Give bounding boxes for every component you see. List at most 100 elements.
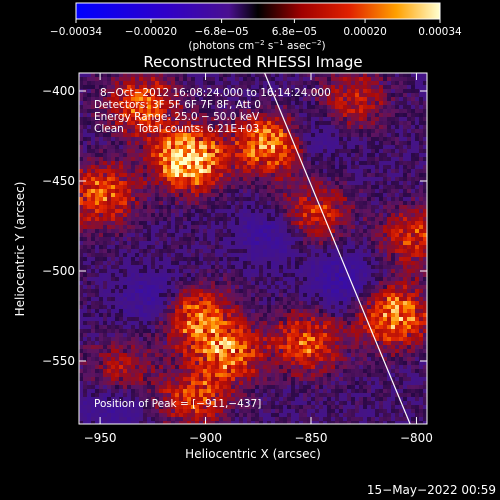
heatmap-pixel: [231, 189, 236, 194]
heatmap-pixel: [191, 297, 196, 302]
heatmap-pixel: [203, 293, 208, 298]
heatmap-pixel: [123, 393, 128, 398]
heatmap-pixel: [291, 241, 296, 246]
heatmap-pixel: [123, 281, 128, 286]
heatmap-pixel: [175, 357, 180, 362]
heatmap-pixel: [183, 285, 188, 290]
heatmap-pixel: [119, 81, 124, 86]
heatmap-pixel: [263, 157, 268, 162]
heatmap-pixel: [143, 249, 148, 254]
colorbar-tick-label: 0.00020: [343, 26, 386, 38]
heatmap-pixel: [99, 241, 104, 246]
heatmap-pixel: [183, 361, 188, 366]
heatmap-pixel: [115, 413, 120, 418]
heatmap-pixel: [295, 73, 300, 78]
heatmap-pixel: [151, 281, 156, 286]
heatmap-pixel: [139, 157, 144, 162]
heatmap-pixel: [99, 329, 104, 334]
heatmap-pixel: [183, 77, 188, 82]
heatmap-pixel: [159, 257, 164, 262]
heatmap-pixel: [127, 377, 132, 382]
heatmap-pixel: [227, 145, 232, 150]
heatmap-pixel: [299, 221, 304, 226]
heatmap-pixel: [283, 181, 288, 186]
heatmap-pixel: [267, 377, 272, 382]
heatmap-pixel: [203, 149, 208, 154]
heatmap-pixel: [95, 89, 100, 94]
heatmap-pixel: [187, 405, 192, 410]
heatmap-pixel: [235, 381, 240, 386]
heatmap-pixel: [239, 193, 244, 198]
heatmap-pixel: [107, 217, 112, 222]
heatmap-pixel: [183, 329, 188, 334]
heatmap-pixel: [99, 253, 104, 258]
heatmap-pixel: [271, 293, 276, 298]
heatmap-pixel: [159, 193, 164, 198]
heatmap-pixel: [111, 305, 116, 310]
heatmap-pixel: [167, 125, 172, 130]
heatmap-pixel: [179, 109, 184, 114]
heatmap-pixel: [135, 361, 140, 366]
heatmap-pixel: [191, 101, 196, 106]
heatmap-pixel: [175, 369, 180, 374]
heatmap-pixel: [215, 325, 220, 330]
heatmap-pixel: [183, 345, 188, 350]
heatmap-pixel: [191, 241, 196, 246]
heatmap-pixel: [271, 89, 276, 94]
heatmap-pixel: [123, 201, 128, 206]
heatmap-pixel: [167, 149, 172, 154]
heatmap-pixel: [115, 401, 120, 406]
heatmap-pixel: [235, 221, 240, 226]
heatmap-pixel: [79, 321, 84, 326]
heatmap-pixel: [195, 301, 200, 306]
heatmap-pixel: [239, 201, 244, 206]
heatmap-pixel: [203, 241, 208, 246]
heatmap-pixel: [123, 145, 128, 150]
heatmap-pixel: [271, 309, 276, 314]
heatmap-pixel: [231, 401, 236, 406]
heatmap-pixel: [187, 413, 192, 418]
heatmap-pixel: [203, 141, 208, 146]
heatmap-pixel: [147, 205, 152, 210]
heatmap-pixel: [219, 225, 224, 230]
heatmap-pixel: [211, 289, 216, 294]
heatmap-pixel: [167, 265, 172, 270]
heatmap-pixel: [239, 337, 244, 342]
heatmap-pixel: [235, 405, 240, 410]
heatmap-pixel: [275, 313, 280, 318]
heatmap-pixel: [271, 265, 276, 270]
heatmap-pixel: [147, 217, 152, 222]
heatmap-pixel: [171, 205, 176, 210]
heatmap-pixel: [127, 365, 132, 370]
heatmap-pixel: [191, 149, 196, 154]
heatmap-pixel: [211, 157, 216, 162]
heatmap-pixel: [271, 329, 276, 334]
heatmap-pixel: [107, 121, 112, 126]
heatmap-pixel: [179, 293, 184, 298]
heatmap-pixel: [95, 409, 100, 414]
heatmap-pixel: [155, 129, 160, 134]
heatmap-pixel: [179, 189, 184, 194]
heatmap-pixel: [183, 277, 188, 282]
heatmap-pixel: [271, 277, 276, 282]
heatmap-pixel: [283, 229, 288, 234]
heatmap-pixel: [127, 129, 132, 134]
heatmap-pixel: [147, 233, 152, 238]
heatmap-pixel: [287, 397, 292, 402]
heatmap-pixel: [103, 185, 108, 190]
heatmap-pixel: [87, 121, 92, 126]
heatmap-pixel: [163, 189, 168, 194]
heatmap-pixel: [103, 401, 108, 406]
heatmap-pixel: [127, 181, 132, 186]
heatmap-pixel: [223, 253, 228, 258]
heatmap-pixel: [79, 397, 84, 402]
heatmap-pixel: [87, 421, 92, 424]
heatmap-pixel: [179, 397, 184, 402]
heatmap-pixel: [227, 245, 232, 250]
heatmap-pixel: [227, 85, 232, 90]
heatmap-pixel: [259, 357, 264, 362]
heatmap-pixel: [279, 153, 284, 158]
heatmap-pixel: [243, 129, 248, 134]
heatmap-pixel: [143, 421, 148, 424]
heatmap-pixel: [199, 193, 204, 198]
